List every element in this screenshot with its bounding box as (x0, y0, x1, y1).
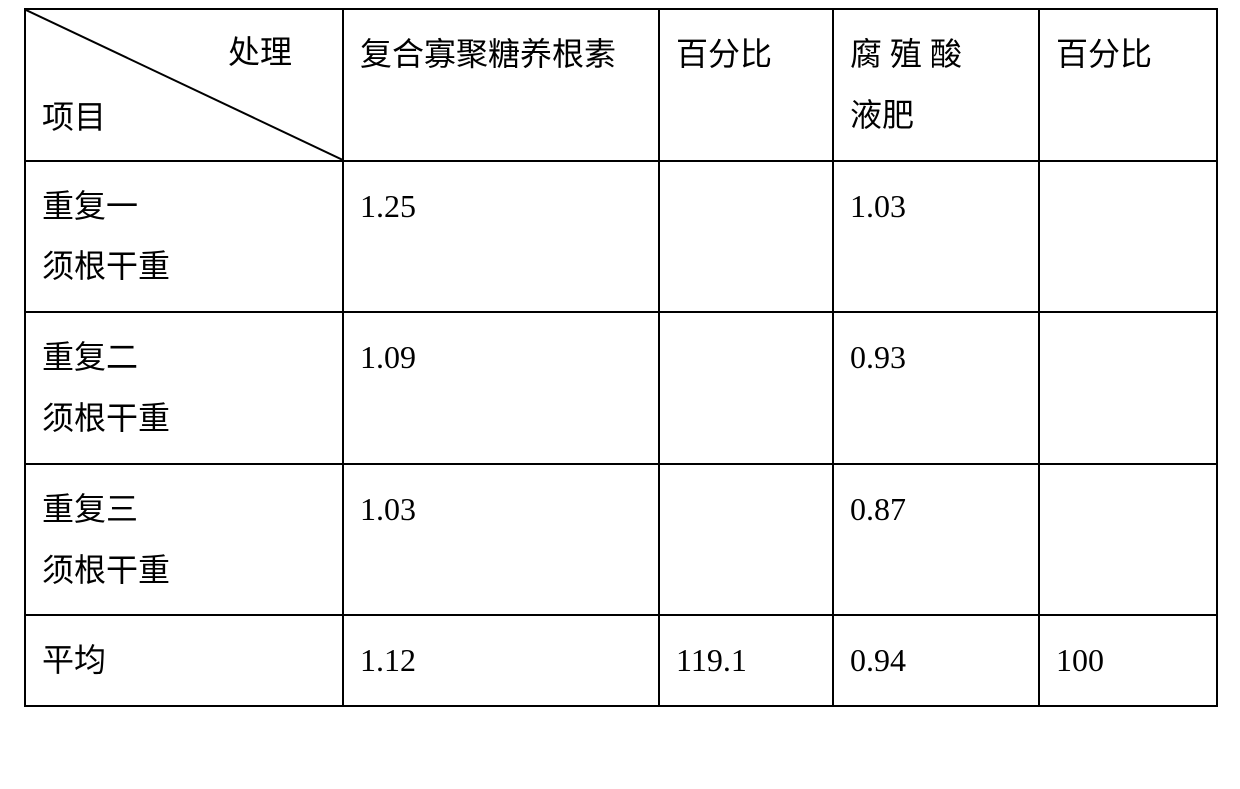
table-row-avg: 平均 1.12 119.1 0.94 100 (25, 615, 1217, 706)
row-label: 重复二 须根干重 (25, 312, 343, 464)
header-col2: 百分比 (659, 9, 833, 161)
cell-c4 (1039, 161, 1217, 313)
cell-c3: 0.93 (833, 312, 1039, 464)
header-col3: 腐殖酸 液肥 (833, 9, 1039, 161)
page: 处理 项目 复合寡聚糖养根素 百分比 腐殖酸 液肥 百分比 重复一 须根干重 1… (0, 0, 1240, 789)
cell-c2 (659, 464, 833, 616)
header-col1: 复合寡聚糖养根素 (343, 9, 659, 161)
data-table: 处理 项目 复合寡聚糖养根素 百分比 腐殖酸 液肥 百分比 重复一 须根干重 1… (24, 8, 1218, 707)
row-label-line1: 重复二 (42, 339, 138, 375)
avg-c4: 100 (1039, 615, 1217, 706)
header-bottom-label: 项目 (42, 87, 106, 148)
header-diagonal-cell: 处理 项目 (25, 9, 343, 161)
table-row: 重复一 须根干重 1.25 1.03 (25, 161, 1217, 313)
table-row: 重复三 须根干重 1.03 0.87 (25, 464, 1217, 616)
row-label: 重复一 须根干重 (25, 161, 343, 313)
row-label-line1: 重复三 (42, 491, 138, 527)
cell-c2 (659, 312, 833, 464)
cell-c3: 1.03 (833, 161, 1039, 313)
header-col3-line1: 腐殖酸 (850, 36, 970, 72)
cell-c4 (1039, 464, 1217, 616)
avg-c3: 0.94 (833, 615, 1039, 706)
header-col3-line2: 液肥 (850, 97, 914, 133)
row-label-line1: 重复一 (42, 188, 138, 224)
table-row: 重复二 须根干重 1.09 0.93 (25, 312, 1217, 464)
table-header-row: 处理 项目 复合寡聚糖养根素 百分比 腐殖酸 液肥 百分比 (25, 9, 1217, 161)
row-label-line2: 须根干重 (42, 248, 170, 284)
header-col4: 百分比 (1039, 9, 1217, 161)
row-label-line2: 须根干重 (42, 400, 170, 436)
cell-c1: 1.25 (343, 161, 659, 313)
cell-c1: 1.03 (343, 464, 659, 616)
avg-c2: 119.1 (659, 615, 833, 706)
cell-c2 (659, 161, 833, 313)
row-label-line2: 须根干重 (42, 552, 170, 588)
row-label: 重复三 须根干重 (25, 464, 343, 616)
avg-c1: 1.12 (343, 615, 659, 706)
avg-label: 平均 (25, 615, 343, 706)
cell-c4 (1039, 312, 1217, 464)
cell-c3: 0.87 (833, 464, 1039, 616)
header-top-label: 处理 (228, 22, 292, 83)
cell-c1: 1.09 (343, 312, 659, 464)
